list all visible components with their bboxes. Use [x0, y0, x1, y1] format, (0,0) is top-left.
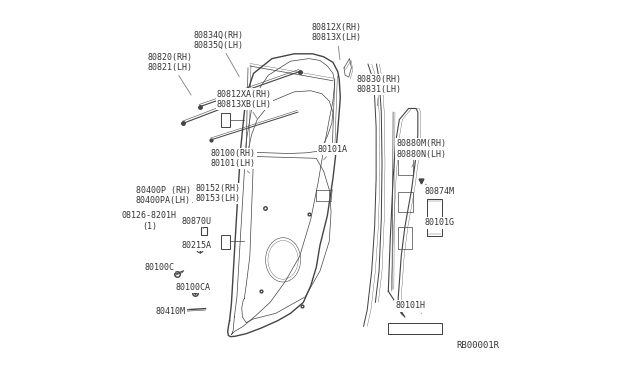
Text: 80101A: 80101A	[318, 145, 348, 160]
Text: 80812X(RH)
80813X(LH): 80812X(RH) 80813X(LH)	[312, 23, 362, 60]
Text: 80874M: 80874M	[425, 184, 455, 196]
Text: 80215A: 80215A	[181, 241, 211, 250]
Bar	[221, 113, 230, 127]
Bar	[397, 192, 413, 212]
Text: 80101G: 80101G	[425, 218, 455, 227]
Text: 80830(RH)
80831(LH): 80830(RH) 80831(LH)	[356, 75, 401, 106]
Text: 08126-8201H
(1): 08126-8201H (1)	[122, 211, 177, 231]
Text: 80410M: 80410M	[156, 307, 189, 316]
Text: 80101H: 80101H	[396, 301, 426, 313]
Text: RB00001R: RB00001R	[456, 341, 499, 350]
Text: 80100(RH)
80101(LH): 80100(RH) 80101(LH)	[211, 148, 256, 173]
Text: 08126-8201H
(1): 08126-8201H (1)	[122, 211, 177, 231]
Text: 80100CA: 80100CA	[175, 283, 210, 292]
Text: 80100C: 80100C	[145, 263, 178, 273]
Bar	[397, 227, 412, 249]
Text: 80812XA(RH)
80813XB(LH): 80812XA(RH) 80813XB(LH)	[217, 90, 272, 119]
Text: 80400P (RH)
80400PA(LH): 80400P (RH) 80400PA(LH)	[136, 186, 193, 205]
Bar	[221, 235, 230, 249]
Text: B: B	[142, 213, 147, 222]
Text: 80880M(RH)
80880N(LH): 80880M(RH) 80880N(LH)	[397, 140, 447, 167]
Bar	[201, 227, 207, 235]
Text: 80820(RH)
80821(LH): 80820(RH) 80821(LH)	[148, 52, 193, 95]
Text: 80152(RH)
80153(LH): 80152(RH) 80153(LH)	[196, 184, 241, 203]
Text: 80870U: 80870U	[181, 217, 211, 228]
Text: 80834Q(RH)
80835Q(LH): 80834Q(RH) 80835Q(LH)	[193, 31, 243, 77]
Bar	[397, 155, 413, 175]
